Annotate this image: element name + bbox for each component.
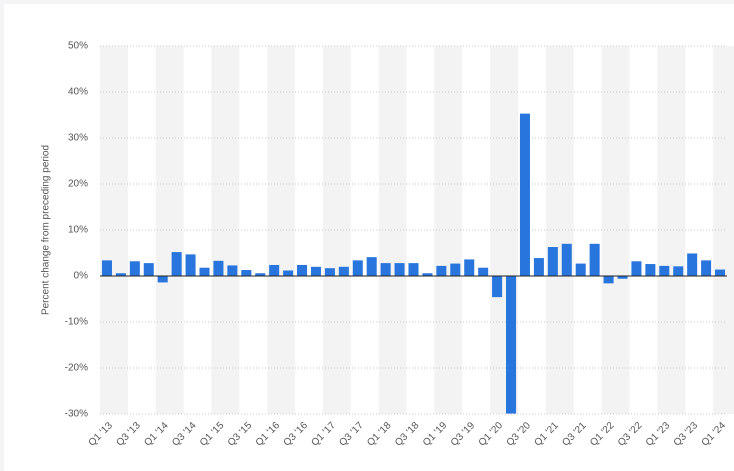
bar [255,273,266,276]
bar [673,266,684,276]
bar [645,264,656,276]
bar [283,270,294,276]
bar [547,247,558,276]
y-tick-label: 0% [74,271,89,282]
bar [241,270,252,276]
bar [715,269,726,276]
bar [129,261,140,276]
bar [701,260,712,276]
bar [185,254,196,276]
bar [659,265,670,276]
background-band [100,46,128,414]
y-tick-label: -30% [65,409,88,420]
bar [464,259,475,276]
y-axis-title: Percent change from preceding period [41,145,52,315]
bar [617,276,628,279]
y-tick-label: 10% [68,225,88,236]
bar [478,267,489,276]
bar [436,265,447,276]
y-tick-label: -10% [65,317,88,328]
bar [115,273,126,276]
bar [631,261,642,276]
y-tick-label: 50% [68,41,88,52]
bar [575,263,586,276]
bar [352,260,363,276]
bar [213,260,224,276]
background-band [601,46,630,414]
y-tick-label: 40% [68,87,88,98]
bar [380,263,391,276]
bar [199,267,210,276]
bar [519,113,530,277]
bar [310,266,321,276]
bar [589,243,600,276]
bar [324,268,335,276]
bar [366,257,377,276]
bar [297,264,308,276]
bar [422,273,433,276]
background-band [378,46,407,414]
bar [338,266,349,276]
bar [603,276,614,284]
bar [269,264,280,276]
bar [561,243,572,276]
background-band [713,46,734,414]
bar [450,263,461,276]
bar [171,252,182,276]
background-band [211,46,240,414]
bar [492,276,503,298]
bar [143,263,154,276]
bar [533,258,544,276]
y-tick-label: -20% [65,363,88,374]
y-tick-label: 30% [68,133,88,144]
bar [394,263,405,276]
bar [101,260,112,276]
bar [157,276,168,283]
bar [408,263,419,276]
bar [227,265,238,276]
bar [506,276,517,414]
bar [687,253,698,276]
y-tick-label: 20% [68,179,88,190]
